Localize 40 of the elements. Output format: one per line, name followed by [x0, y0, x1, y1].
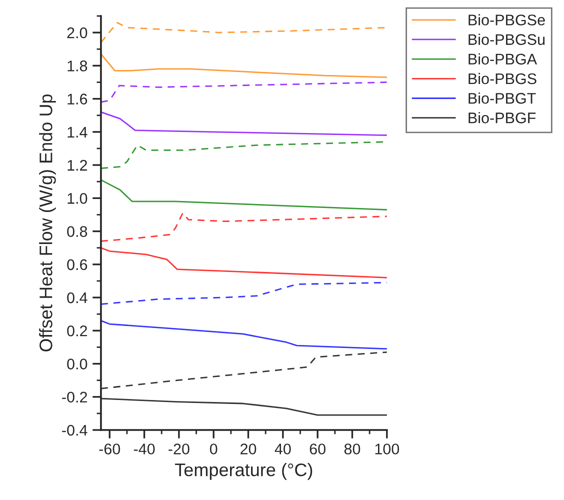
legend-label: Bio-PBGF	[468, 112, 536, 124]
y-tick-label: 0.8	[67, 226, 88, 237]
x-tick-label: 60	[310, 444, 326, 454]
x-tick-label: -20	[168, 444, 190, 454]
line-series	[100, 247, 387, 278]
y-tick-label: -0.2	[62, 392, 87, 403]
y-tick-label: 1.4	[68, 126, 88, 138]
legend-label: Bio-PBGA	[468, 53, 538, 65]
y-tick-label: 0.6	[67, 259, 88, 270]
y-tick-label: 2.0	[67, 27, 88, 38]
legend-label: Bio-PBGSe	[468, 14, 545, 26]
line-series	[100, 22, 387, 44]
line-series	[100, 53, 387, 78]
x-tick-label: 80	[344, 444, 360, 454]
x-tick-label: 100	[375, 444, 400, 454]
y-tick-label: 1.8	[68, 60, 88, 72]
line-series	[100, 179, 387, 210]
line-series	[100, 351, 387, 390]
y-tick-label: -0.4	[62, 424, 88, 436]
x-axis-title: Temperature (°C)	[175, 462, 312, 480]
y-tick-label: 0.4	[67, 292, 88, 304]
x-tick-label: 20	[240, 444, 256, 454]
line-series	[100, 320, 387, 350]
y-tick-label: 1.0	[68, 193, 88, 204]
y-tick-label: 1.6	[68, 94, 88, 104]
x-tick-label: 40	[274, 444, 291, 454]
line-series	[100, 82, 387, 103]
legend-label: Bio-PBGS	[468, 72, 536, 84]
x-tick-label: -60	[99, 444, 120, 454]
y-tick-label: 1.2	[68, 160, 87, 171]
line-series	[100, 398, 387, 416]
x-tick-label: 0	[210, 444, 218, 454]
line-series	[100, 111, 387, 136]
x-tick-label: -40	[134, 444, 155, 454]
line-series	[100, 212, 387, 242]
y-tick-label: 0.2	[67, 326, 87, 336]
legend-label: Bio-PBGSu	[468, 34, 545, 45]
y-tick-label: 0.0	[67, 358, 88, 370]
legend-label: Bio-PBGT	[468, 92, 536, 104]
y-axis-title: Offset Heat Flow (W/g) Endo Up	[39, 94, 56, 352]
